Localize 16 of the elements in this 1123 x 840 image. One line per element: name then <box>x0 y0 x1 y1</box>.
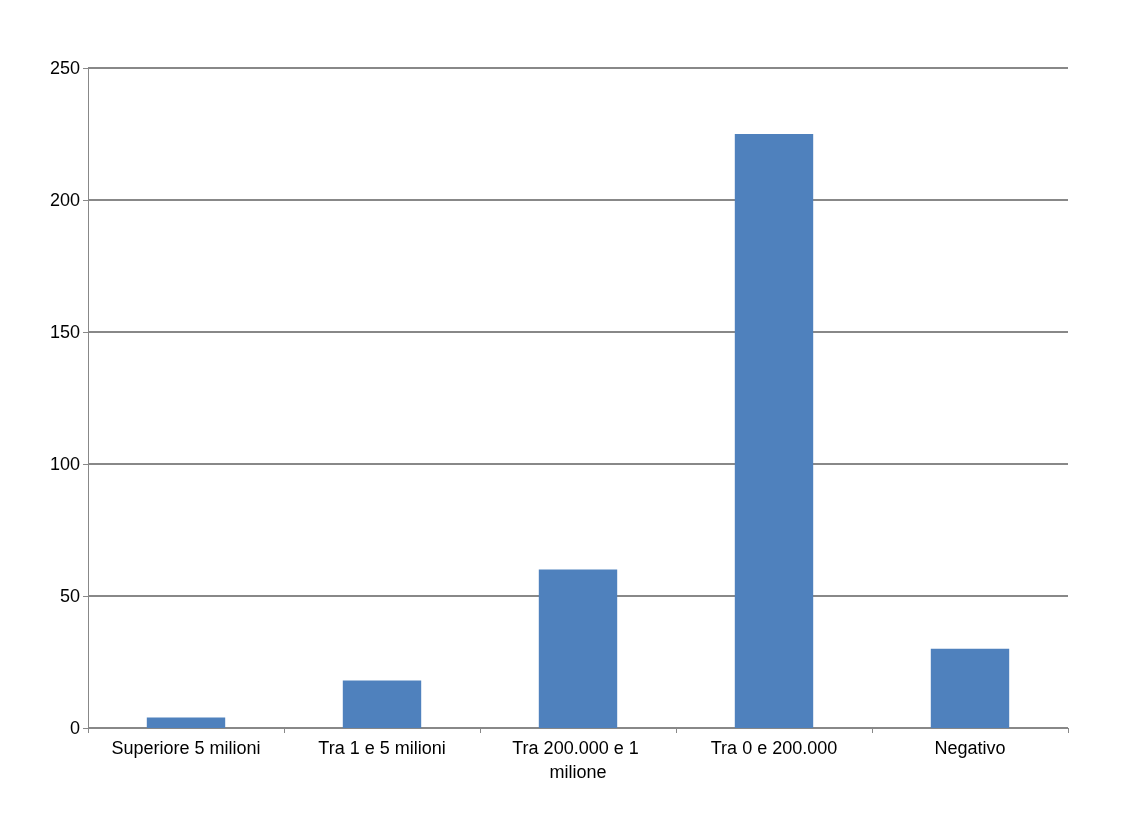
x-tick-label: Tra 1 e 5 milioni <box>318 738 446 758</box>
bar <box>930 648 1010 728</box>
x-tick-label: Negativo <box>934 738 1006 758</box>
x-tick-label: Tra 200.000 e 1 milione <box>512 738 644 782</box>
x-tick-label: Superiore 5 milioni <box>111 738 261 758</box>
y-tick-label: 250 <box>49 58 80 78</box>
bar <box>342 680 422 728</box>
y-tick-label: 0 <box>69 718 80 738</box>
bar <box>734 134 814 728</box>
y-tick-label: 150 <box>49 322 80 342</box>
y-tick-label: 50 <box>59 586 80 606</box>
x-tick-label: Tra 0 e 200.000 <box>710 738 838 758</box>
bar <box>146 717 226 728</box>
y-tick-label: 200 <box>49 190 80 210</box>
y-tick-label: 100 <box>49 454 80 474</box>
bar <box>538 569 618 728</box>
